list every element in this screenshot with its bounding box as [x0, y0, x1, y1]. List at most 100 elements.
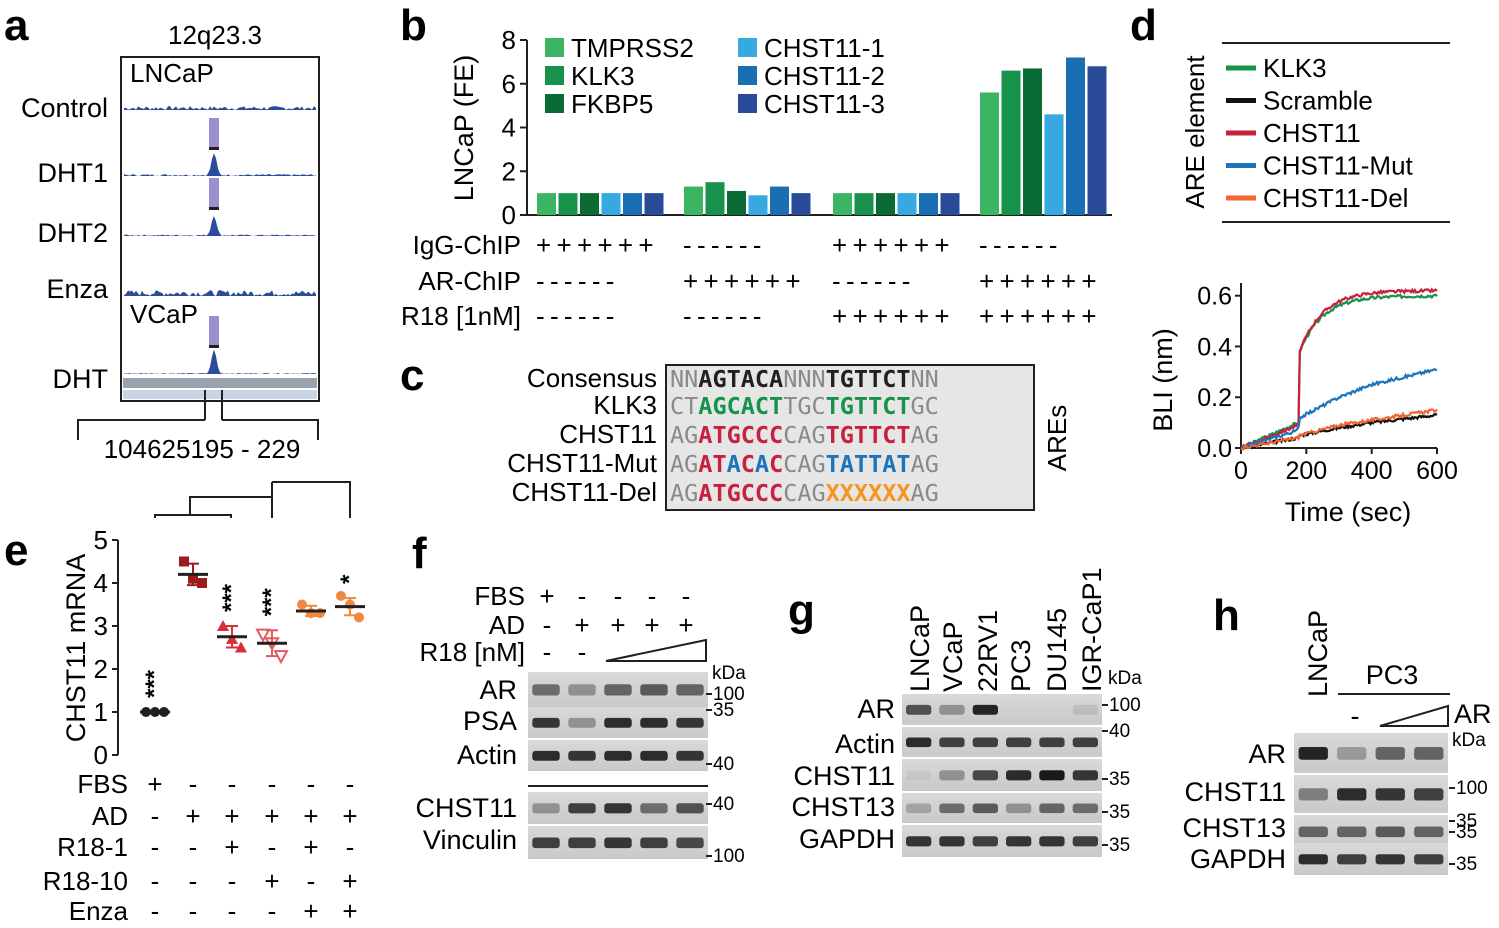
sequence-box: [665, 364, 1035, 511]
f-sign: -: [543, 637, 552, 667]
b-legend-label: CHST11-2: [764, 61, 885, 91]
blot-band: [1375, 854, 1405, 865]
d-xtick-label: 400: [1351, 457, 1393, 485]
g-lane-label: 22RV1: [973, 610, 1003, 692]
g-blot-4: [902, 825, 1102, 857]
b-bar: [705, 182, 725, 215]
peak-region-2: [209, 178, 219, 208]
d-ytick-label: 0.2: [1197, 384, 1232, 412]
panel-letter-g: g: [788, 586, 815, 635]
e-sign: -: [268, 896, 277, 923]
e-sign: +: [264, 801, 279, 831]
blot-band: [1072, 770, 1098, 781]
c-seq-segment: TGC: [783, 392, 825, 420]
b-legend-label: KLK3: [571, 61, 635, 91]
b-sign-group: ++++++: [683, 266, 806, 296]
f-sign: +: [678, 610, 693, 640]
e-sign: -: [346, 832, 355, 862]
chip-seq-tracks: [124, 106, 316, 374]
e-bracket: [189, 482, 273, 518]
g-marker-label: 35: [1109, 835, 1130, 856]
b-bar: [876, 193, 895, 215]
e-sign: -: [151, 801, 160, 831]
b-condition-rows: IgG-ChIP ++++++ ------ ++++++ ------AR-ChIP -…: [401, 230, 1102, 331]
b-ytick-label: 4: [502, 113, 516, 143]
e-significance: ***: [258, 588, 285, 617]
f-marker-label: 100: [713, 684, 745, 705]
e-sign: +: [342, 801, 357, 831]
blot-band: [604, 803, 632, 814]
g-lane-label: VCaP: [938, 621, 968, 692]
c-seq-segment: ATGCCC: [698, 421, 783, 449]
f-blot-label: Actin: [457, 740, 517, 770]
blot-band: [939, 803, 965, 814]
r18-gradient-wedge: [605, 638, 707, 662]
f-blot-label: Vinculin: [423, 825, 517, 855]
g-lane-labels: LNCaP VCaP 22RV1 PC3 DU145 IGR-CaP1: [905, 567, 1107, 692]
b-row-label: AR-ChIP: [418, 266, 521, 296]
b-bars: [537, 57, 1107, 215]
b-bar: [727, 190, 746, 215]
panel-a: 12q23.3 LNCaP VCaP Control DHT1 DHT2 Enz…: [21, 20, 320, 464]
blot-band: [1375, 826, 1405, 838]
f-sign: -: [578, 581, 587, 611]
f-sign: +: [644, 610, 659, 640]
b-sign-group: ------: [979, 230, 1063, 260]
blot-band: [1039, 737, 1065, 748]
c-seq-segment: NN: [911, 365, 939, 393]
blot-band: [1375, 788, 1405, 801]
e-ytick-label: 0: [94, 740, 108, 770]
b-legend-swatch: [545, 94, 564, 113]
b-sign-group: ++++++: [832, 230, 955, 260]
e-significance: ***: [141, 669, 168, 698]
blot-band: [568, 750, 596, 761]
c-seq-segment: CAG: [783, 450, 825, 478]
c-seq-name: Consensus: [527, 363, 657, 393]
e-bracket: [154, 500, 232, 518]
d-series-line: [1240, 412, 1438, 451]
h-blot-label: CHST13: [1182, 813, 1286, 843]
g-marker-label: 35: [1109, 769, 1130, 790]
b-bar: [770, 186, 789, 215]
c-seq-name: CHST11-Mut: [507, 448, 658, 478]
b-bar: [1066, 57, 1085, 215]
e-sign: +: [264, 866, 279, 896]
c-seq-segment: AG: [911, 450, 939, 478]
b-sign-group: ------: [683, 230, 767, 260]
panel-g: LNCaP VCaP 22RV1 PC3 DU145 IGR-CaP1 kDa AR Act…: [791, 567, 1142, 857]
d-series-line: [1240, 408, 1438, 451]
f-blot-label: AR: [479, 675, 517, 705]
b-sign-group: ++++++: [979, 301, 1102, 331]
c-seq-segment: XXXXXX: [826, 479, 911, 507]
c-seq-segment: C: [769, 450, 783, 478]
blot-band: [906, 836, 932, 847]
e-sign: +: [303, 896, 318, 923]
b-sign-group: ------: [536, 301, 620, 331]
c-sequence-line: CTAGCACTTGCTGTTCTGC: [670, 392, 939, 420]
blot-band: [532, 803, 560, 814]
e-point: [188, 573, 198, 584]
e-points: ****** ****: [140, 556, 365, 717]
blot-band: [568, 837, 596, 849]
e-row-label: FBS: [77, 769, 128, 799]
blot-band: [1375, 747, 1405, 760]
c-seq-segment: AGTACA: [698, 365, 783, 393]
g-lane-label: LNCaP: [905, 605, 935, 692]
track-signal-3: [124, 290, 316, 296]
h-marker-label: 100: [1456, 778, 1488, 799]
blot-band: [1006, 803, 1032, 814]
c-seq-name: KLK3: [593, 390, 657, 420]
g-blot-0: [902, 694, 1102, 725]
vcap-label: VCaP: [130, 299, 198, 329]
g-blot-label: CHST11: [793, 761, 895, 791]
e-sign: +: [303, 801, 318, 831]
e-axes: 0 1 2 3 4 5: [94, 525, 119, 770]
b-bar: [1023, 68, 1042, 215]
blot-band: [640, 717, 668, 728]
b-ytick-label: 2: [502, 156, 516, 186]
f-sign: -: [543, 610, 552, 640]
f-sign: +: [610, 610, 625, 640]
